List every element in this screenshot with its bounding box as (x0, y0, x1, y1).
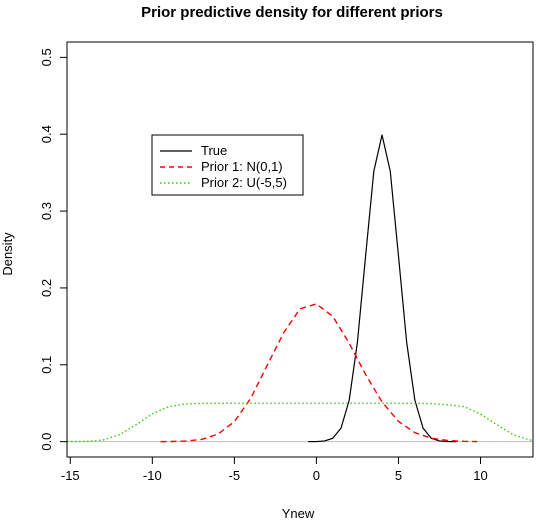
y-tick-label: 0.2 (39, 279, 54, 297)
x-axis-label: Ynew (282, 506, 315, 521)
y-tick-label: 0.3 (39, 202, 54, 220)
x-tick-label: -15 (61, 468, 80, 483)
y-tick-label: 0.4 (39, 125, 54, 143)
x-tick-label: -10 (143, 468, 162, 483)
x-axis: -15 -10 -5 0 5 10 (61, 457, 488, 483)
y-axis: 0.0 0.1 0.2 0.3 0.4 0.5 (39, 48, 67, 451)
legend-label-true: True (201, 143, 227, 158)
x-tick-label: 0 (313, 468, 320, 483)
x-tick-label: -5 (229, 468, 241, 483)
plot-frame (66, 41, 534, 458)
x-tick-label: 5 (395, 468, 402, 483)
legend: True Prior 1: N(0,1) Prior 2: U(-5,5) (151, 134, 304, 196)
x-tick-label: 10 (473, 468, 487, 483)
legend-label-prior1: Prior 1: N(0,1) (201, 159, 283, 174)
y-tick-label: 0.5 (39, 48, 54, 66)
series-line-1 (160, 303, 478, 443)
legend-label-prior2: Prior 2: U(-5,5) (201, 175, 287, 190)
series-layer (66, 134, 534, 443)
y-axis-label: Density (0, 232, 15, 276)
series-line-0 (308, 134, 456, 443)
y-tick-label: 0.0 (39, 433, 54, 451)
chart-title: Prior predictive density for different p… (141, 4, 443, 21)
series-line-2 (66, 402, 534, 443)
legend-box (151, 134, 304, 196)
y-tick-label: 0.1 (39, 356, 54, 374)
